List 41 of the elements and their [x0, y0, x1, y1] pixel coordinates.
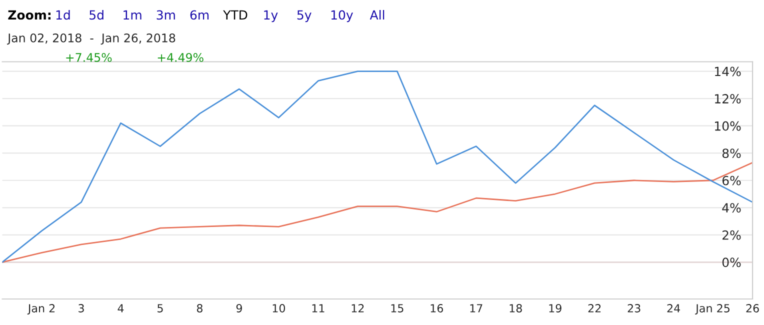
- text: YTD: [223, 10, 248, 20]
- y-tick-label: 0%: [722, 258, 741, 268]
- x-tick-label: 3: [78, 304, 84, 312]
- text: 3m: [156, 10, 175, 20]
- x-tick-label: 18: [510, 304, 522, 312]
- text: Jan 02, 2018 - Jan 26, 2018: [7, 33, 176, 45]
- x-tick-label: 9: [236, 304, 242, 312]
- y-tick-label: 10%: [715, 121, 741, 131]
- x-tick-label: 19: [549, 304, 562, 312]
- text: 5y: [297, 10, 312, 22]
- text: 6m: [190, 10, 209, 20]
- x-tick-label: 24: [667, 304, 680, 312]
- x-tick-label: 11: [312, 304, 324, 312]
- y-tick-label: 8%: [722, 148, 741, 158]
- y-tick-label: 4%: [722, 203, 741, 213]
- x-tick-label: 5: [158, 304, 163, 312]
- annotation: +4.49%: [158, 52, 204, 62]
- x-tick-label: Jan 2: [27, 304, 55, 315]
- x-tick-label: 26: [746, 304, 759, 312]
- y-tick-label: 2%: [722, 230, 741, 240]
- y-tick-label: 12%: [715, 94, 741, 104]
- y-tick-label: 6%: [722, 176, 741, 186]
- text: 10y: [331, 10, 353, 22]
- x-tick-label: 23: [628, 304, 640, 312]
- x-tick-label: 4: [118, 304, 124, 312]
- y-tick-label: 14%: [715, 66, 741, 76]
- x-tick-label: 8: [196, 304, 202, 312]
- x-tick-label: Jan 25: [695, 304, 730, 315]
- x-tick-label: 17: [470, 304, 482, 312]
- text: Zoom:: [8, 10, 51, 20]
- x-tick-label: 16: [430, 304, 444, 312]
- text: 1y: [264, 10, 278, 22]
- x-tick-label: 10: [272, 304, 286, 312]
- text: All: [370, 10, 384, 20]
- x-tick-label: 22: [588, 304, 601, 312]
- text: 1m: [124, 10, 142, 20]
- text: 1d: [56, 10, 70, 20]
- text: 5d: [90, 10, 104, 20]
- annotation: +7.45%: [66, 52, 112, 62]
- x-tick-label: 15: [391, 304, 404, 312]
- x-tick-label: 12: [352, 304, 364, 312]
